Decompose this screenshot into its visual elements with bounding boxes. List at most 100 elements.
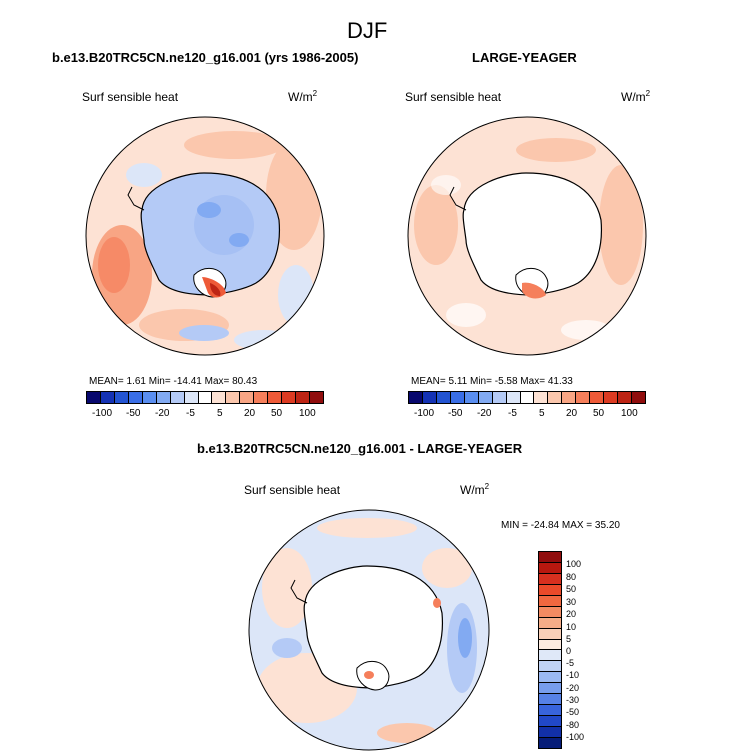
colorbar-bin	[409, 392, 423, 403]
colorbar-bin	[296, 392, 310, 403]
colorbar-tick: 10	[566, 622, 577, 632]
colorbar-tick: 50	[271, 408, 283, 419]
colorbar-bin	[478, 392, 493, 403]
colorbar-bin	[539, 617, 561, 629]
panel3-stats: MIN = -24.84 MAX = 35.20	[501, 520, 620, 531]
colorbar-bin	[539, 672, 561, 684]
colorbar-tick: 5	[566, 634, 572, 644]
colorbar-bin	[539, 683, 561, 695]
colorbar-bin	[534, 392, 549, 403]
colorbar-tick: -50	[126, 408, 141, 419]
colorbar-tick: -50	[566, 707, 580, 717]
colorbar-bin	[604, 392, 619, 403]
colorbar-tick: 50	[593, 408, 605, 419]
colorbar-bin	[539, 661, 561, 673]
colorbar-bin	[632, 392, 645, 403]
panel3-colorbar	[538, 551, 562, 749]
colorbar-bin	[114, 392, 129, 403]
figure-title: DJF	[347, 18, 388, 43]
colorbar-tick: 20	[566, 408, 578, 419]
colorbar-bin	[539, 737, 561, 748]
colorbar-bin	[618, 392, 632, 403]
panel1-header: b.e13.B20TRC5CN.ne120_g16.001 (yrs 1986-…	[52, 50, 359, 65]
colorbar-bin	[506, 392, 521, 403]
panel1-stats: MEAN= 1.61 Min= -14.41 Max= 80.43	[89, 376, 258, 387]
colorbar-bin	[156, 392, 171, 403]
colorbar-bin	[268, 392, 283, 403]
colorbar-bin	[464, 392, 479, 403]
colorbar-tick: -100	[566, 732, 585, 742]
colorbar-tick: -5	[186, 408, 195, 419]
colorbar-tick: 80	[566, 572, 577, 582]
colorbar-tick: -100	[92, 408, 113, 419]
colorbar-bin	[539, 650, 561, 662]
colorbar-bin	[539, 628, 561, 640]
colorbar-tick: 100	[299, 408, 316, 419]
colorbar-bin	[548, 392, 563, 403]
colorbar-bin	[310, 392, 323, 403]
colorbar-tick: 5	[539, 408, 545, 419]
panel1-variable-label: Surf sensible heat	[82, 90, 179, 104]
panel3-polar-map	[248, 509, 490, 751]
panel3-units: W/m2	[460, 482, 490, 497]
colorbar-bin	[282, 392, 297, 403]
colorbar-bin	[87, 392, 101, 403]
colorbar-bin	[450, 392, 465, 403]
colorbar-bin	[539, 727, 561, 738]
colorbar-tick: -5	[566, 658, 575, 668]
colorbar-tick: -10	[566, 670, 580, 680]
panel1-colorbar	[86, 391, 324, 404]
colorbar-bin	[436, 392, 451, 403]
colorbar-tick: 20	[244, 408, 256, 419]
colorbar-bin	[198, 392, 213, 403]
panel3-variable-label: Surf sensible heat	[244, 483, 341, 497]
colorbar-bin	[170, 392, 185, 403]
colorbar-bin	[100, 392, 115, 403]
colorbar-tick: -80	[566, 720, 580, 730]
colorbar-tick: -30	[566, 695, 580, 705]
colorbar-bin	[539, 562, 561, 574]
colorbar-tick: -20	[155, 408, 170, 419]
colorbar-bin	[539, 694, 561, 706]
colorbar-bin	[128, 392, 143, 403]
colorbar-bin	[142, 392, 157, 403]
colorbar-bin	[539, 606, 561, 618]
colorbar-tick: 0	[566, 646, 572, 656]
colorbar-tick: -20	[566, 683, 580, 693]
panel2-polar-map	[407, 116, 647, 356]
panel1-polar-map	[85, 116, 325, 356]
colorbar-bin	[562, 392, 577, 403]
colorbar-bin	[576, 392, 591, 403]
colorbar-bin	[226, 392, 241, 403]
colorbar-tick: -20	[477, 408, 492, 419]
colorbar-tick: 30	[566, 597, 577, 607]
colorbar-bin	[539, 584, 561, 596]
colorbar-bin	[539, 716, 561, 727]
colorbar-bin	[539, 639, 561, 651]
colorbar-bin	[539, 705, 561, 717]
colorbar-bin	[184, 392, 199, 403]
panel2-variable-label: Surf sensible heat	[405, 90, 502, 104]
colorbar-tick: 20	[566, 609, 577, 619]
colorbar-bin	[539, 595, 561, 607]
colorbar-bin	[539, 573, 561, 585]
panel1-units: W/m2	[288, 89, 318, 104]
colorbar-tick: 5	[217, 408, 223, 419]
colorbar-tick: -100	[414, 408, 435, 419]
colorbar-tick: -50	[448, 408, 463, 419]
panel2-colorbar	[408, 391, 646, 404]
colorbar-tick: -5	[508, 408, 517, 419]
colorbar-bin	[520, 392, 535, 403]
colorbar-bin	[539, 552, 561, 563]
colorbar-tick: 50	[566, 584, 577, 594]
colorbar-bin	[590, 392, 605, 403]
colorbar-bin	[212, 392, 227, 403]
panel2-stats: MEAN= 5.11 Min= -5.58 Max= 41.33	[411, 376, 573, 387]
panel3-header: b.e13.B20TRC5CN.ne120_g16.001 - LARGE-YE…	[197, 441, 523, 456]
panel2-units: W/m2	[621, 89, 651, 104]
colorbar-bin	[240, 392, 255, 403]
colorbar-tick: 100	[566, 559, 582, 569]
colorbar-bin	[254, 392, 269, 403]
colorbar-bin	[422, 392, 437, 403]
colorbar-tick: 100	[621, 408, 638, 419]
